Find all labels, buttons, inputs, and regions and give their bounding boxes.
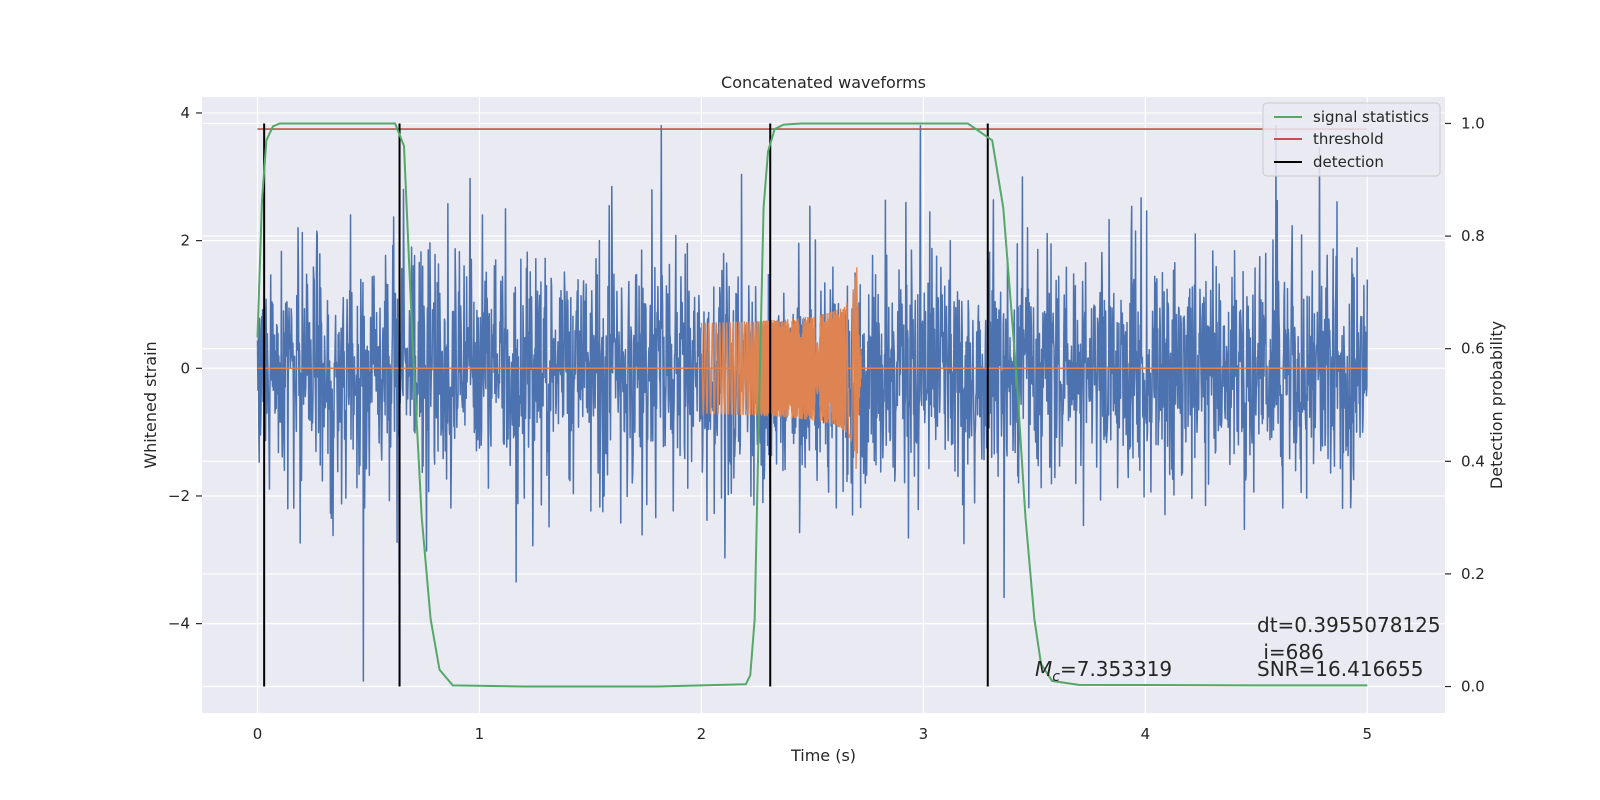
x-tick-label: 4 — [1141, 725, 1151, 743]
y2-tick-label: 0.2 — [1461, 565, 1485, 583]
detection-lines — [263, 123, 989, 687]
x-axis-label: Time (s) — [790, 746, 856, 765]
y2-tick-label: 0.6 — [1461, 340, 1485, 358]
series-line-injected-waveform — [700, 267, 862, 469]
x-tick-label: 2 — [697, 725, 707, 743]
y2-tick-label: 0.4 — [1461, 452, 1485, 470]
x-tick-label: 0 — [253, 725, 263, 743]
x-tick-label: 5 — [1363, 725, 1373, 743]
legend: signal statistics threshold detection — [1262, 102, 1441, 177]
annotation-index: i=686 — [1257, 640, 1324, 664]
annotation-chirp-mass-value: =7.353319 — [1060, 657, 1172, 681]
annotation-dt: dt=0.3955078125 — [1257, 613, 1441, 637]
plot-area — [256, 122, 1369, 688]
annotation-chirp-mass-symbol: M — [1035, 657, 1052, 681]
y2-tick-label: 1.0 — [1461, 114, 1485, 132]
y-tick-label: 4 — [180, 104, 190, 122]
y-tick-label: 2 — [180, 232, 190, 250]
legend-box — [1262, 102, 1441, 177]
y-tick-label: 0 — [180, 359, 190, 377]
x-tick-label: 3 — [919, 725, 929, 743]
annotation-chirp-mass: Mc=7.353319 — [1035, 657, 1172, 685]
x-tick-label: 1 — [475, 725, 485, 743]
chart-title: Concatenated waveforms — [721, 73, 926, 92]
y-axis-label: Whitened strain — [141, 341, 160, 468]
y-tick-label: −4 — [168, 615, 190, 633]
annotation-chirp-mass-subscript: c — [1052, 669, 1060, 685]
legend-label-signal-statistics: signal statistics — [1313, 108, 1429, 126]
y2-tick-label: 0.8 — [1461, 227, 1485, 245]
series-line-signal-statistics — [256, 122, 1368, 688]
legend-label-threshold: threshold — [1313, 130, 1384, 148]
annotation-snr: SNR=16.416655 — [1257, 657, 1423, 681]
y2-axis-label: Detection probability — [1487, 321, 1506, 489]
y-tick-label: −2 — [168, 487, 190, 505]
legend-label-detection: detection — [1313, 153, 1384, 171]
y2-tick-label: 0.0 — [1461, 678, 1485, 696]
tick-layer: 0 1 2 3 4 5 −4 −2 0 2 4 0.0 0.2 0.4 0.6 0.8 1.0 — [168, 104, 1485, 743]
